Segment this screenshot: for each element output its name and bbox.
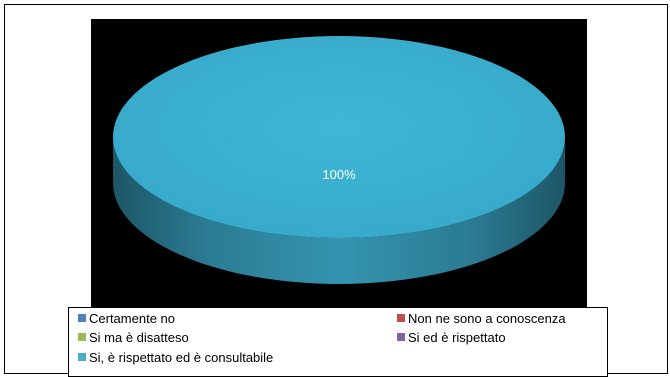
chart-frame: 100% Certamente no Non ne sono a conosce…: [4, 4, 668, 377]
pie-slice: [113, 36, 565, 238]
pie-slice-side: [113, 137, 565, 284]
legend-swatch: [78, 333, 86, 341]
legend-label: Certamente no: [89, 310, 175, 326]
data-label: 100%: [322, 167, 356, 182]
plot-area: 100%: [91, 19, 587, 307]
legend-item: Si ma è disatteso: [78, 329, 189, 345]
legend-swatch: [397, 314, 405, 322]
legend-item: Certamente no: [78, 310, 175, 326]
legend-label: Si ed è rispettato: [408, 329, 506, 345]
legend-label: Non ne sono a conoscenza: [408, 310, 566, 326]
legend-label: Si ma è disatteso: [89, 329, 189, 345]
pie-chart: 100%: [113, 36, 565, 284]
legend-swatch: [78, 314, 86, 322]
legend-item: Non ne sono a conoscenza: [397, 310, 566, 326]
legend-item: Si ed è rispettato: [397, 329, 506, 345]
legend: Certamente no Non ne sono a conoscenza S…: [68, 307, 608, 377]
legend-label: Si, è rispettato ed è consultabile: [89, 349, 274, 365]
legend-item: Si, è rispettato ed è consultabile: [78, 349, 273, 365]
legend-swatch: [397, 333, 405, 341]
legend-swatch: [78, 353, 86, 361]
